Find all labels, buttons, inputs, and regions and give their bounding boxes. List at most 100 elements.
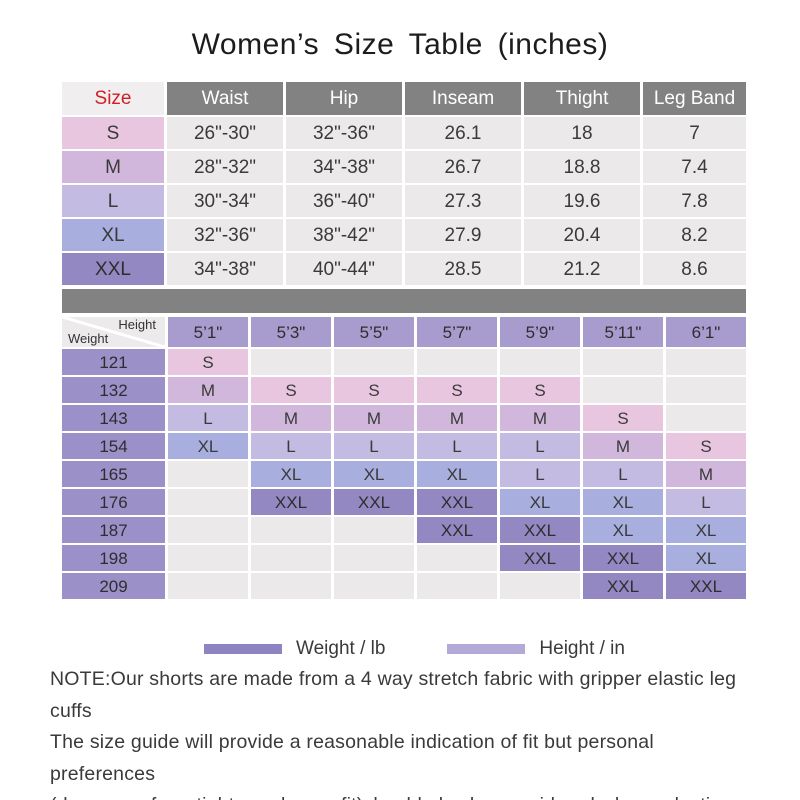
matrix-size-cell (251, 573, 331, 599)
matrix-size-cell (251, 517, 331, 543)
height-axis-label: Height (118, 317, 156, 332)
size-column-header: Size (62, 82, 164, 115)
matrix-size-cell (417, 545, 497, 571)
matrix-size-cell: S (251, 377, 331, 403)
measurement-cell: 26.7 (405, 151, 521, 183)
height-weight-table: Height Weight 5’1" 5’3" 5’5" 5’7" 5’9" 5’11" 6… (62, 317, 746, 599)
legend: Weight / lb Height / in (204, 638, 625, 660)
measurement-cell: 8.6 (643, 253, 746, 285)
matrix-size-cell: L (500, 461, 580, 487)
matrix-size-cell (168, 461, 248, 487)
height-legend-swatch (447, 644, 526, 654)
matrix-size-cell: XXL (583, 573, 663, 599)
matrix-size-cell: M (251, 405, 331, 431)
matrix-size-cell (251, 545, 331, 571)
matrix-size-cell: L (583, 461, 663, 487)
matrix-size-cell: M (666, 461, 746, 487)
matrix-size-cell (500, 349, 580, 375)
weight-legend-label: Weight / lb (296, 638, 386, 659)
matrix-size-cell: M (417, 405, 497, 431)
matrix-size-cell (168, 573, 248, 599)
matrix-size-cell: L (417, 433, 497, 459)
size-label-cell: S (62, 117, 164, 149)
matrix-size-cell: L (251, 433, 331, 459)
matrix-size-cell: S (666, 433, 746, 459)
matrix-size-cell: XL (666, 545, 746, 571)
measurement-cell: 7.4 (643, 151, 746, 183)
column-header: Waist (167, 82, 283, 115)
matrix-size-cell (583, 349, 663, 375)
matrix-size-cell (417, 349, 497, 375)
height-legend-label: Height / in (539, 638, 625, 659)
weight-legend-swatch (204, 644, 282, 654)
note-text: NOTE:Our shorts are made from a 4 way st… (50, 664, 760, 800)
matrix-size-cell: S (583, 405, 663, 431)
height-legend-item: Height / in (447, 638, 625, 660)
matrix-size-cell (168, 545, 248, 571)
matrix-size-cell (251, 349, 331, 375)
weight-cell: 165 (62, 461, 165, 487)
measurement-cell: 19.6 (524, 185, 640, 217)
matrix-size-cell: S (168, 349, 248, 375)
weight-cell: 176 (62, 489, 165, 515)
weight-axis-label: Weight (68, 331, 109, 346)
height-header-cell: 5’11" (583, 317, 663, 347)
measurement-cell: 26"-30" (167, 117, 283, 149)
matrix-size-cell (334, 545, 414, 571)
measurement-cell: 34"-38" (286, 151, 402, 183)
note-line-2: The size guide will provide a reasonable… (50, 731, 654, 785)
matrix-size-cell: XL (251, 461, 331, 487)
matrix-size-cell: XXL (500, 517, 580, 543)
matrix-size-cell: S (334, 377, 414, 403)
matrix-size-cell (583, 377, 663, 403)
measurement-cell: 40"-44" (286, 253, 402, 285)
matrix-size-cell: M (334, 405, 414, 431)
weight-cell: 132 (62, 377, 165, 403)
matrix-size-cell (666, 349, 746, 375)
weight-cell: 121 (62, 349, 165, 375)
matrix-size-cell: L (500, 433, 580, 459)
corner-diagonal-line (62, 317, 165, 347)
column-header: Inseam (405, 82, 521, 115)
measurement-cell: 26.1 (405, 117, 521, 149)
height-header-cell: 6’1" (666, 317, 746, 347)
column-header: Hip (286, 82, 402, 115)
column-header: Thight (524, 82, 640, 115)
matrix-size-cell: XXL (251, 489, 331, 515)
matrix-size-cell: S (500, 377, 580, 403)
weight-cell: 209 (62, 573, 165, 599)
size-label-cell: XL (62, 219, 164, 251)
matrix-size-cell (417, 573, 497, 599)
measurement-cell: 18.8 (524, 151, 640, 183)
matrix-size-cell: XXL (500, 545, 580, 571)
matrix-size-cell (666, 377, 746, 403)
size-label-cell: L (62, 185, 164, 217)
matrix-size-cell: XL (500, 489, 580, 515)
matrix-size-cell: XXL (583, 545, 663, 571)
height-header-cell: 5’5" (334, 317, 414, 347)
measurement-cell: 32"-36" (286, 117, 402, 149)
measurement-cell: 27.9 (405, 219, 521, 251)
size-label-cell: M (62, 151, 164, 183)
matrix-size-cell: XXL (334, 489, 414, 515)
measurement-cell: 8.2 (643, 219, 746, 251)
weight-cell: 198 (62, 545, 165, 571)
matrix-size-cell: L (666, 489, 746, 515)
matrix-size-cell: XXL (417, 489, 497, 515)
measurement-cell: 20.4 (524, 219, 640, 251)
matrix-size-cell: XXL (666, 573, 746, 599)
note-line-3: (do you prefer a tighter or looser fit)s… (50, 790, 760, 800)
column-header: Leg Band (643, 82, 746, 115)
matrix-size-cell: XL (666, 517, 746, 543)
page-title: Women’s Size Table (inches) (191, 28, 609, 61)
weight-cell: 143 (62, 405, 165, 431)
measurement-cell: 7 (643, 117, 746, 149)
matrix-size-cell (168, 517, 248, 543)
weight-legend-item: Weight / lb (204, 638, 385, 660)
matrix-size-cell: M (168, 377, 248, 403)
matrix-size-cell: XL (583, 489, 663, 515)
measurement-cell: 7.8 (643, 185, 746, 217)
measurement-cell: 18 (524, 117, 640, 149)
weight-cell: 187 (62, 517, 165, 543)
measurement-cell: 28.5 (405, 253, 521, 285)
